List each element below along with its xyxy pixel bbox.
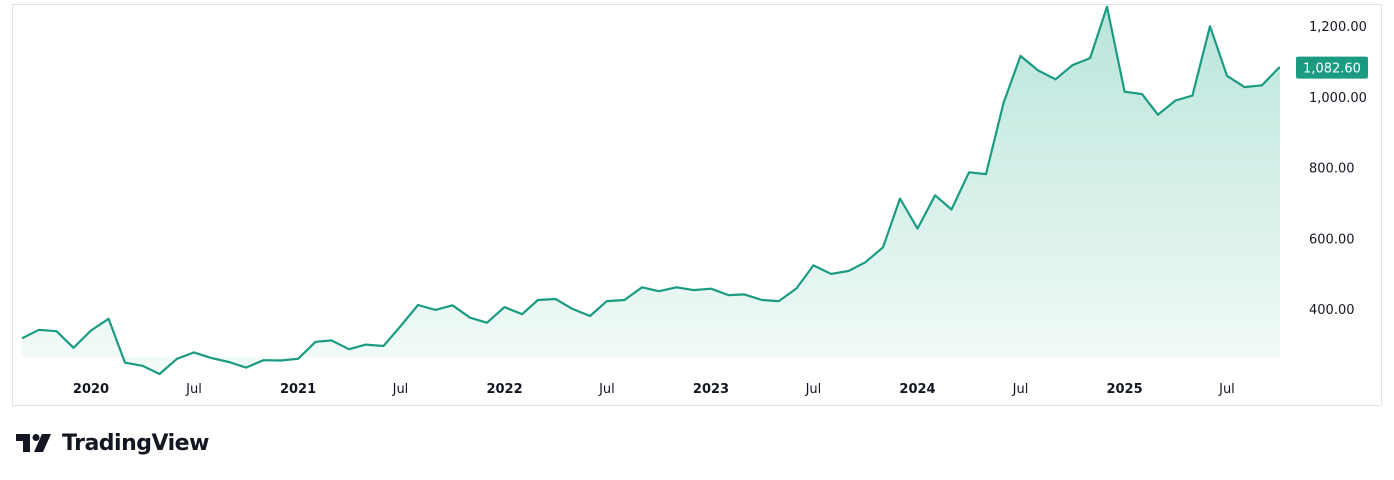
chart-frame: 1,200.00 1,000.00 800.00 600.00 400.00 2020 J… xyxy=(12,4,1382,406)
area-layer xyxy=(22,6,1280,375)
x-tick-label: 2023 xyxy=(693,382,729,397)
tradingview-logo-icon xyxy=(16,434,51,452)
last-value-label: 1,082.60 xyxy=(1303,62,1361,77)
x-tick-label: Jul xyxy=(1012,382,1029,397)
line-layer xyxy=(21,5,1281,376)
x-tick-label: 2024 xyxy=(899,382,935,397)
y-tick-label: 1,000.00 xyxy=(1309,91,1367,106)
series-line xyxy=(21,5,1281,376)
y-axis: 1,200.00 1,000.00 800.00 600.00 400.00 xyxy=(1309,20,1367,318)
x-tick-label: 2021 xyxy=(280,382,316,397)
x-tick-label: Jul xyxy=(1218,382,1235,397)
x-tick-label: Jul xyxy=(598,382,615,397)
last-value-badge: 1,082.60 xyxy=(1296,56,1368,79)
y-tick-label: 1,200.00 xyxy=(1309,20,1367,35)
tradingview-logo[interactable]: TradingView xyxy=(16,428,209,458)
y-tick-label: 400.00 xyxy=(1309,303,1355,318)
x-tick-label: Jul xyxy=(185,382,202,397)
x-tick-label: 2022 xyxy=(486,382,522,397)
series-area-fill xyxy=(22,6,1280,375)
x-axis: 2020 Jul 2021 Jul 2022 Jul 2023 Jul 2024 Jul 2025 J… xyxy=(73,382,1235,397)
x-tick-label: Jul xyxy=(805,382,822,397)
y-tick-label: 800.00 xyxy=(1309,162,1355,177)
x-tick-label: Jul xyxy=(392,382,409,397)
y-tick-label: 600.00 xyxy=(1309,232,1355,247)
brand-name: TradingView xyxy=(62,430,209,456)
price-chart[interactable]: 1,200.00 1,000.00 800.00 600.00 400.00 2020 J… xyxy=(13,5,1381,405)
x-tick-label: 2020 xyxy=(73,382,109,397)
x-tick-label: 2025 xyxy=(1106,382,1142,397)
last-value-badge-bg xyxy=(1296,56,1368,79)
